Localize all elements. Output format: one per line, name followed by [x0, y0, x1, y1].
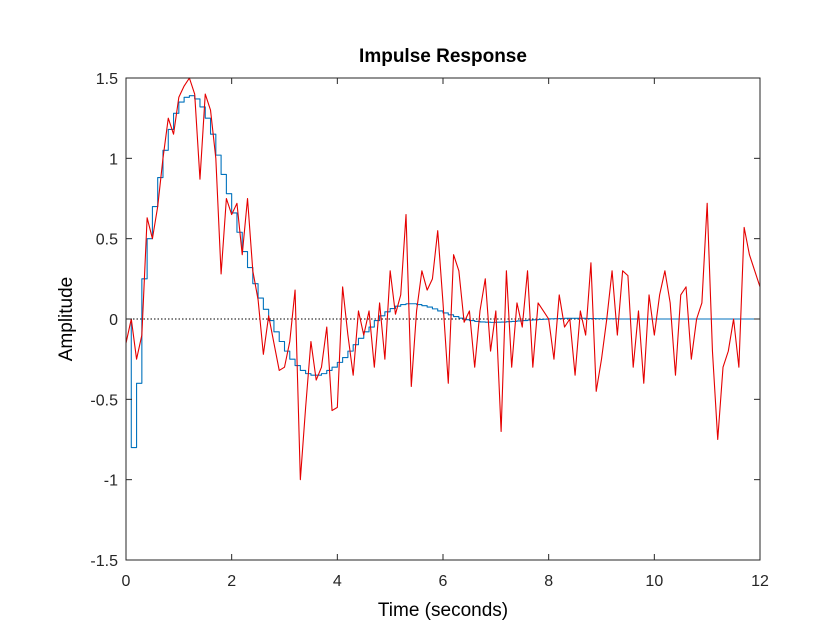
- chart-title: Impulse Response: [359, 46, 527, 67]
- x-tick-label: 2: [227, 573, 236, 590]
- x-axis-label: Time (seconds): [378, 600, 508, 621]
- y-tick-label: 0: [109, 312, 118, 329]
- x-tick-label: 12: [751, 573, 769, 590]
- x-tick-label: 8: [544, 573, 553, 590]
- series-layer: [125, 77, 761, 481]
- x-tick-label: 6: [439, 573, 448, 590]
- y-tick-label: -0.5: [90, 392, 118, 409]
- y-tick-label: 0.5: [96, 232, 118, 249]
- y-tick-label: -1: [104, 473, 118, 490]
- stairs-response-series: [126, 95, 760, 449]
- noisy-response-series: [125, 77, 761, 481]
- y-tick-label: 1.5: [96, 71, 118, 88]
- x-tick-label: 4: [333, 573, 342, 590]
- x-tick-label: 0: [122, 573, 131, 590]
- y-tick-label: -1.5: [90, 553, 118, 570]
- plot-frame: [125, 77, 761, 561]
- y-axis-label: Amplitude: [56, 277, 77, 362]
- ticks-layer: 0 2 4 6 8 10 12 1.5 1 0.5 0 -0.5 -1 -1.5: [90, 71, 769, 590]
- x-tick-label: 10: [645, 573, 663, 590]
- y-tick-label: 1: [109, 151, 118, 168]
